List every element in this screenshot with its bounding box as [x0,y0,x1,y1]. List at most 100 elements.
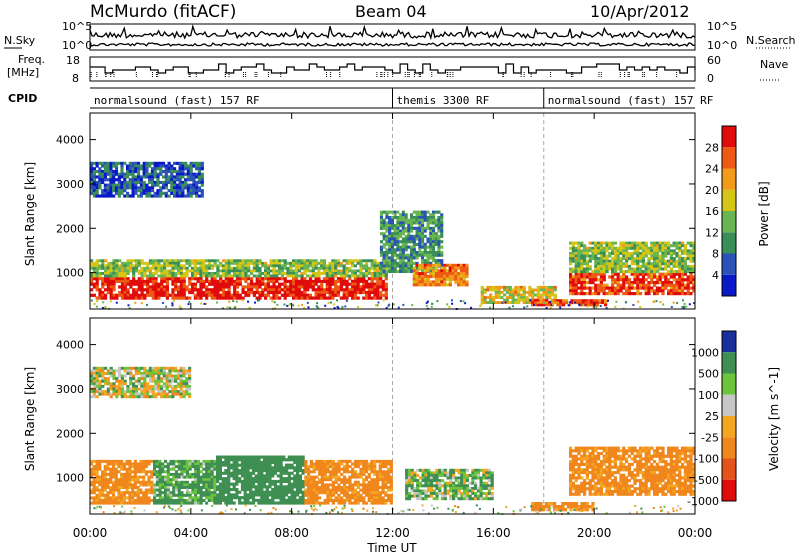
heatmap-cell [331,472,335,476]
heatmap-cell [681,249,685,253]
heatmap-cell [95,478,99,482]
heatmap-cell [602,278,606,282]
heatmap-cell [205,472,209,476]
heatmap-cell [667,283,671,287]
heatmap-cell [150,459,154,463]
heatmap-cell [292,261,296,265]
heatmap-cell [655,244,659,248]
heatmap-cell [109,290,113,295]
heatmap-cell [180,465,184,469]
heatmap-cell [125,467,129,471]
heatmap-cell [359,277,363,281]
heatmap-cell [306,293,310,297]
heatmap-cell [393,253,397,257]
heatmap-cell [675,292,679,296]
heatmap-cell [290,485,294,489]
heatmap-cell [205,272,209,275]
heatmap-cell [585,246,589,250]
heatmap-cell [308,293,313,297]
heatmap-cell [255,277,259,281]
heatmap-cell [269,261,273,265]
heatmap-cell [497,301,501,304]
heatmap-cell [191,282,195,286]
heatmap-cell [396,261,400,265]
heatmap-cell [193,296,197,300]
heatmap-cell [98,186,102,190]
heatmap-cell [418,210,422,214]
heatmap-cell [192,164,196,168]
heatmap-cell [167,161,171,165]
heatmap-cell [418,283,422,287]
heatmap-cell [655,246,659,250]
heatmap-cell [304,465,308,469]
heatmap-cell [133,465,137,469]
heatmap-cell [106,496,110,500]
heatmap-cell [186,164,190,168]
heatmap-cell [639,267,643,271]
heatmap-cell [404,264,408,268]
heatmap-cell [622,283,626,287]
heatmap-cell [418,280,422,284]
heatmap-cell [605,283,609,287]
heatmap-cell [188,296,192,300]
heatmap-cell [101,493,105,497]
heatmap-cell [188,501,192,505]
heatmap-cell [92,470,96,474]
heatmap-cell [247,259,251,263]
heatmap-cell [486,288,490,292]
heatmap-cell [286,261,290,265]
heatmap-cell [574,249,578,253]
heatmap-cell [235,493,239,497]
heatmap-cell [260,498,264,502]
heatmap-cell [165,264,169,268]
heatmap-cell [155,483,159,487]
heatmap-cell [90,488,94,492]
heatmap-cell [117,189,121,193]
heatmap-cell [353,475,358,479]
heatmap-cell [608,289,612,293]
heatmap-cell [246,469,250,473]
heatmap-cell [301,304,304,307]
heatmap-cell [143,272,147,275]
heatmap-cell [591,278,595,282]
heatmap-cell [160,264,164,268]
heatmap-cell [686,283,690,287]
heatmap-cell [616,283,620,287]
heatmap-cell [514,293,518,297]
heatmap-cell [514,285,518,289]
heatmap-cell [309,499,313,502]
heatmap-cell [410,237,414,241]
heatmap-cell [317,290,321,295]
heatmap-cell [667,289,671,293]
heatmap-cell [170,167,174,171]
heatmap-cell [334,293,338,297]
heatmap-cell [418,216,422,220]
heatmap-cell [432,213,436,217]
heatmap-cell [465,266,469,270]
heatmap-cell [240,471,245,475]
heatmap-cell [161,183,166,187]
heatmap-cell [359,493,363,497]
heatmap-cell [154,264,158,268]
heatmap-cell [117,186,121,190]
heatmap-cell [415,242,419,246]
heatmap-cell [213,261,217,265]
heatmap-cell [594,262,598,266]
heatmap-cell [241,277,245,281]
heatmap-cell [283,261,287,265]
heatmap-cell [120,493,124,497]
heatmap-cell [109,161,113,165]
heatmap-cell [351,285,355,289]
heatmap-cell [147,470,151,474]
heatmap-cell [166,486,170,489]
heatmap-cell [622,264,626,268]
heatmap-cell [650,249,654,253]
heatmap-cell [109,183,113,187]
heatmap-cell [265,496,269,500]
heatmap-cell [301,482,305,486]
heatmap-cell [320,501,324,505]
heatmap-cell [90,277,94,281]
heatmap-cell [117,172,121,176]
heatmap-cell [196,467,200,471]
heatmap-cell [101,491,105,495]
